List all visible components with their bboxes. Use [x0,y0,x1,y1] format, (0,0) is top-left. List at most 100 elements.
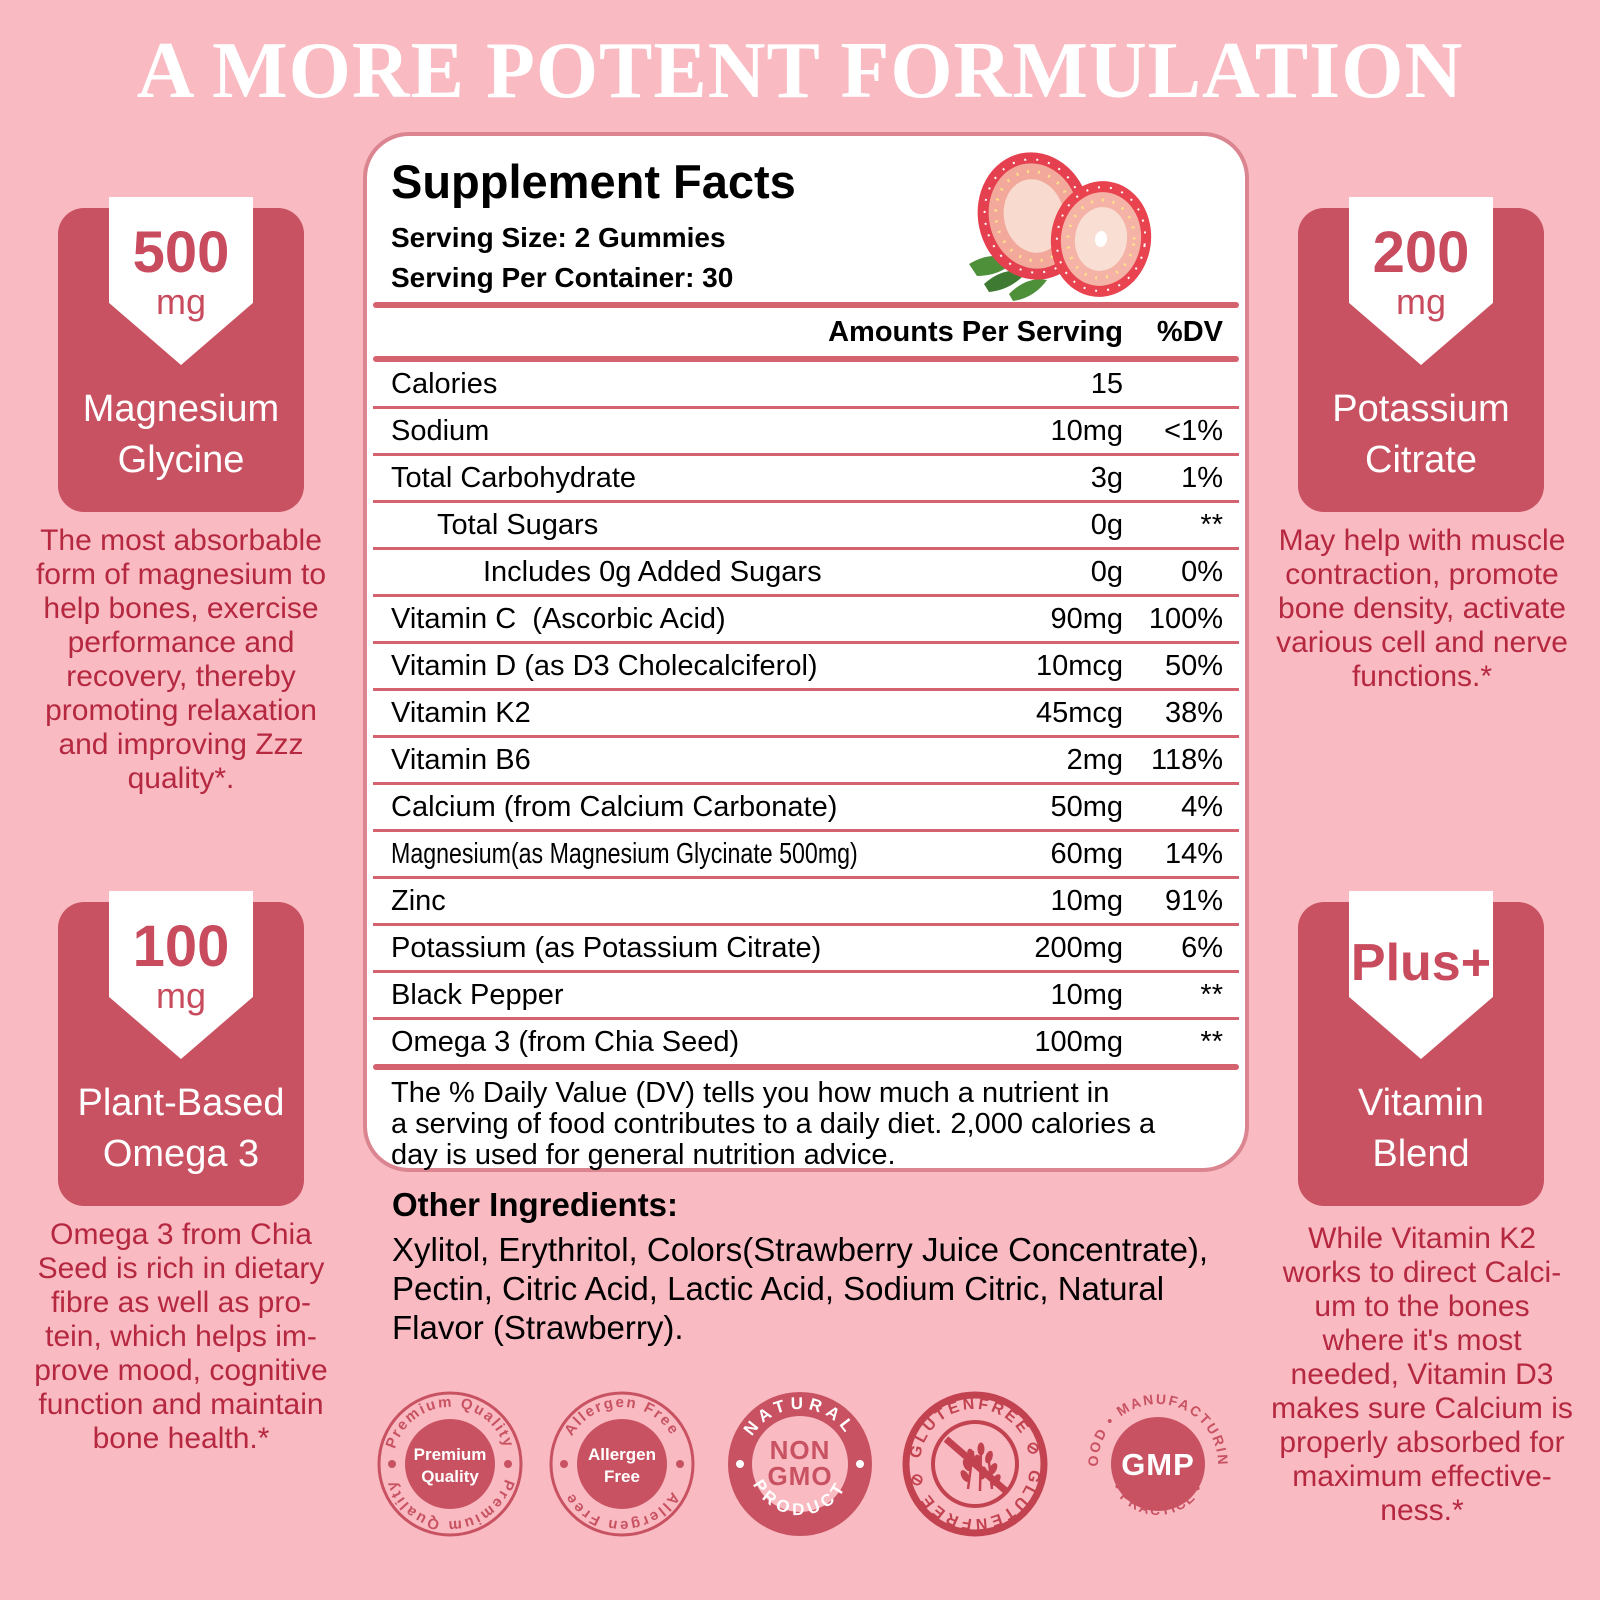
other-ingredients-list: Xylitol, Erythritol, Colors(Strawberry J… [392,1231,1209,1346]
nutrient-name: Includes 0g Added Sugars [483,555,822,588]
nutrient-row: Calories 15 [373,362,1239,409]
callout-description-vitamin-blend: While Vitamin K2 works to direct Calci- … [1271,1222,1573,1527]
stamp-center-line: Premium [414,1445,487,1464]
allergen-free-stamp-icon: Allergen Free Allergen Free Allergen Fre… [549,1391,695,1537]
nutrient-amount: 100mg [1034,1025,1123,1058]
nutrient-amount: 10mg [1050,978,1123,1011]
nutrient-amount: 45mcg [1035,696,1123,729]
dosage-unit: mg [1395,281,1446,322]
nutrient-dv: 118% [1150,743,1223,776]
nutrient-row: Vitamin K2 45mcg 38% [373,691,1239,738]
nutrient-name: Vitamin C (Ascorbic Acid) [391,602,726,635]
nutrient-dv: 4% [1181,790,1223,823]
table-header-row: Amounts Per Serving %DV [373,308,1239,356]
dosage-ribbon: 200 mg [1349,197,1493,365]
dosage-ribbon: Plus+ [1349,891,1493,1059]
callout-description-omega3: Omega 3 from Chia Seed is rich in dietar… [34,1218,328,1455]
nutrient-row: Zinc 10mg 91% [373,879,1239,926]
dv-footnote: The % Daily Value (DV) tells you how muc… [391,1077,1156,1171]
callout-card-potassium: 200 mg Potassium Citrate [1298,197,1544,512]
svg-text:GLUTENFREE ⊘: GLUTENFREE ⊘ [907,1468,1043,1532]
stamp-center-line: NON [770,1435,831,1465]
nutrient-amount: 200mg [1034,931,1123,964]
callout-name: Potassium Citrate [1332,388,1510,481]
strawberry-image [969,152,1152,301]
callout-name: Vitamin Blend [1357,1082,1485,1175]
strawberry-slice-front [1050,181,1152,297]
callout-card-magnesium: 500 mg Magnesium Glycine [58,197,304,512]
nutrient-dv: 1% [1181,461,1223,494]
callout-name: Plant-Based Omega 3 [77,1082,285,1175]
wheat-icon [943,1436,1009,1494]
nutrient-dv: ** [1200,978,1223,1011]
non-gmo-stamp-icon: NATURAL PRODUCT NON GMO [728,1392,872,1536]
nutrient-name: Total Carbohydrate [391,461,637,494]
dosage-value: 500 [132,220,230,285]
nutrient-amount: 15 [1090,367,1123,400]
stamp-center-line: Quality [421,1467,479,1486]
supplement-facts-heading: Supplement Facts [391,155,796,208]
nutrient-name: Black Pepper [391,978,564,1011]
nutrient-rows: Calories 15 Sodium 10mg <1% Total Carboh… [373,362,1239,1064]
stamp-ring-text: GLUTENFREE ⊘ [907,1468,1040,1532]
gluten-free-stamp-icon: GLUTENFREE ⊘ GLUTENFREE ⊘ [902,1391,1048,1537]
nutrient-dv: ** [1200,508,1223,541]
nutrient-amount: 90mg [1050,602,1123,635]
nutrient-amount: 60mg [1050,837,1123,870]
nutrient-dv: <1% [1164,414,1223,447]
nutrient-dv: 50% [1164,649,1223,682]
callout-description-potassium: May help with muscle contraction, promot… [1276,524,1568,693]
dosage-ribbon: 100 mg [109,891,253,1059]
stamp-center-line: Allergen [588,1445,656,1464]
nutrient-name: Zinc [391,884,446,917]
dosage-value: 100 [132,914,230,979]
nutrient-dv: 91% [1164,884,1223,917]
gmp-stamp-icon: GOOD • MANUFACTURING • PRACTICE • GMP [1083,1389,1229,1518]
callout-name: Magnesium Glycine [82,388,280,481]
nutrient-amount: 2mg [1066,743,1123,776]
dosage-value: 200 [1372,220,1470,285]
serving-size: Serving Size: 2 Gummies [391,222,726,253]
nutrient-dv: 100% [1148,602,1223,635]
nutrient-dv: 38% [1164,696,1223,729]
stamp-ring-text: GLUTENFREE ⊘ [907,1396,1040,1460]
dosage-value: Plus+ [1350,934,1492,992]
nutrient-name: Vitamin B6 [391,743,531,776]
nutrient-name: Vitamin D (as D3 Cholecalciferol) [391,649,818,682]
nutrient-amount: 50mg [1050,790,1123,823]
nutrient-amount: 10mg [1050,884,1123,917]
supplement-facts-panel: Supplement Facts Serving Size: 2 Gummies… [363,132,1249,1172]
stamp-center-line: GMO [767,1461,832,1491]
nutrient-row: Includes 0g Added Sugars 0g 0% [373,550,1239,597]
nutrient-name: Total Sugars [437,508,599,541]
nutrient-row: Total Carbohydrate 3g 1% [373,456,1239,503]
nutrient-name: Calcium (from Calcium Carbonate) [391,790,838,823]
other-ingredients-heading: Other Ingredients: [392,1186,679,1223]
nutrient-name: Potassium (as Potassium Citrate) [391,931,822,964]
nutrient-amount: 10mcg [1035,649,1123,682]
serving-per-container: Serving Per Container: 30 [391,262,734,293]
divider-thick [373,356,1239,362]
column-dv: %DV [1156,315,1223,348]
nutrient-row: Potassium (as Potassium Citrate) 200mg 6… [373,926,1239,973]
divider-thick [373,302,1239,308]
nutrient-name: Sodium [391,414,490,447]
nutrient-row: Vitamin B6 2mg 118% [373,738,1239,785]
page-title: A MORE POTENT FORMULATION [136,27,1464,115]
nutrient-dv: 0% [1181,555,1223,588]
other-ingredients: Other Ingredients: Xylitol, Erythritol, … [392,1186,1212,1347]
callout-card-vitamin-blend: Plus+ Vitamin Blend [1298,891,1544,1206]
nutrient-dv: ** [1200,1025,1223,1058]
column-amounts-per-serving: Amounts Per Serving [828,315,1123,348]
svg-text:GLUTENFREE ⊘: GLUTENFREE ⊘ [907,1396,1043,1460]
nutrient-row: Calcium (from Calcium Carbonate) 50mg 4% [373,785,1239,832]
dosage-unit: mg [155,975,206,1016]
nutrient-amount: 3g [1090,461,1123,494]
divider-thick [373,1064,1239,1070]
nutrient-row: Black Pepper 10mg ** [373,973,1239,1020]
nutrient-row: Vitamin C (Ascorbic Acid) 90mg 100% [373,597,1239,644]
nutrient-amount: 10mg [1050,414,1123,447]
callout-description-magnesium: The most absorbable form of magnesium to… [35,524,327,795]
nutrition-table: Amounts Per Serving %DV Calories 15 Sodi… [373,302,1239,1070]
